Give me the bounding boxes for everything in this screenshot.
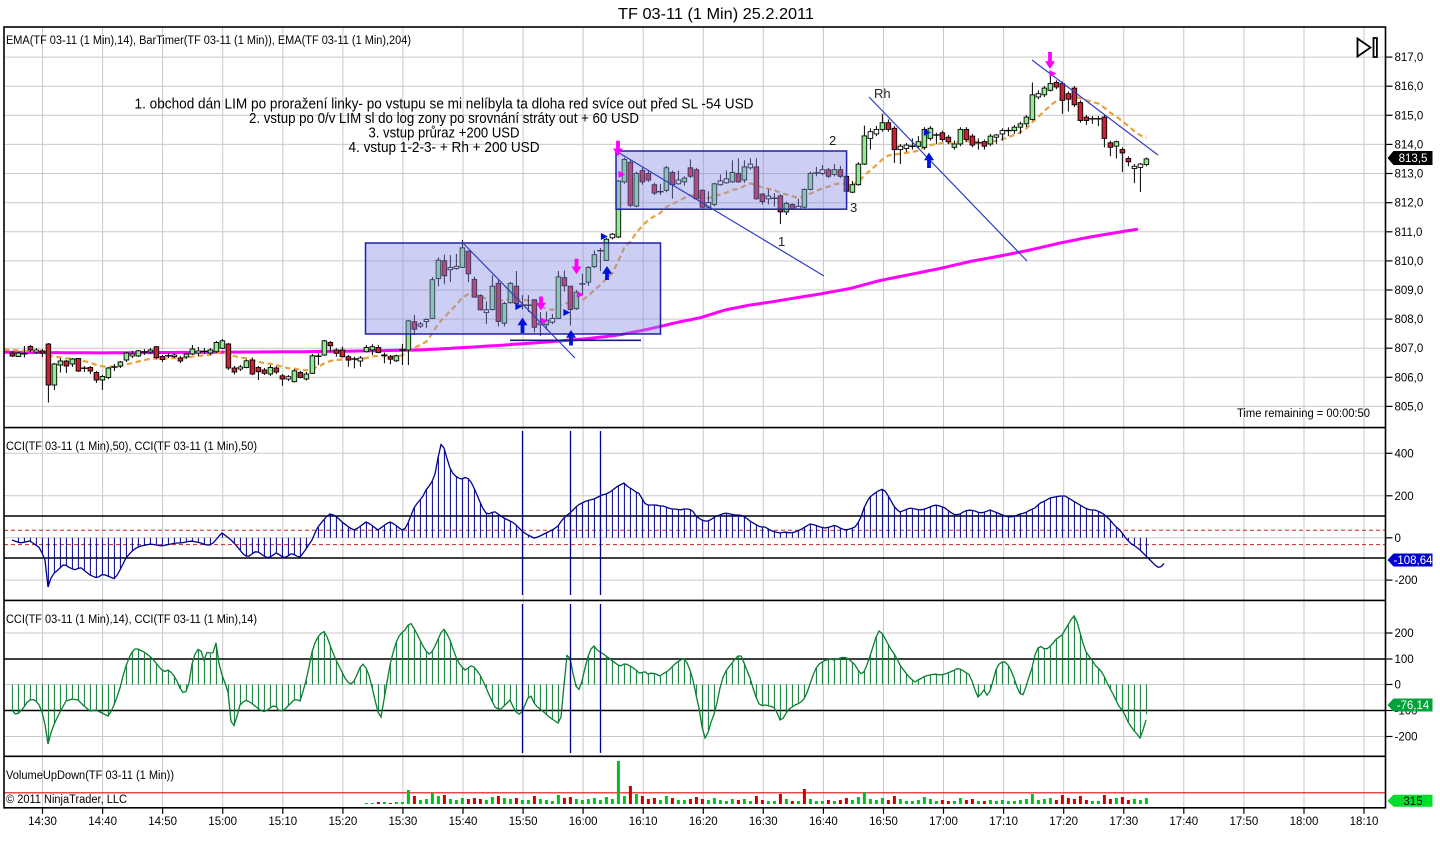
svg-text:807,0: 807,0	[1395, 343, 1424, 355]
svg-text:315: 315	[1403, 796, 1422, 808]
svg-text:814,0: 814,0	[1395, 139, 1424, 151]
svg-text:810,0: 810,0	[1395, 256, 1424, 268]
svg-text:816,0: 816,0	[1395, 81, 1424, 93]
svg-text:813,5: 813,5	[1399, 153, 1428, 165]
svg-text:EMA(TF 03-11 (1 Min),14), BarT: EMA(TF 03-11 (1 Min),14), BarTimer(TF 03…	[6, 35, 411, 47]
svg-text:813,0: 813,0	[1395, 169, 1424, 181]
svg-text:14:40: 14:40	[88, 816, 117, 828]
svg-text:-200: -200	[1395, 732, 1418, 744]
svg-text:3: 3	[850, 200, 857, 215]
svg-text:Rh: Rh	[874, 86, 891, 101]
svg-text:2: 2	[829, 133, 836, 148]
svg-text:17:50: 17:50	[1230, 816, 1259, 828]
svg-text:200: 200	[1395, 491, 1414, 503]
svg-text:16:10: 16:10	[629, 816, 658, 828]
svg-text:15:40: 15:40	[449, 816, 478, 828]
svg-text:18:10: 18:10	[1350, 816, 1379, 828]
svg-text:15:50: 15:50	[509, 816, 538, 828]
svg-text:817,0: 817,0	[1395, 52, 1424, 64]
svg-text:805,0: 805,0	[1395, 401, 1424, 413]
svg-text:3. vstup průraz +200 USD: 3. vstup průraz +200 USD	[369, 125, 520, 142]
svg-text:811,0: 811,0	[1395, 227, 1423, 239]
svg-text:18:00: 18:00	[1290, 816, 1319, 828]
svg-text:-76,14: -76,14	[1397, 700, 1430, 712]
svg-text:808,0: 808,0	[1395, 314, 1424, 326]
svg-text:200: 200	[1395, 628, 1414, 640]
svg-text:1. obchod dán LIM po proražen: 1. obchod dán LIM po proražení linky- po…	[135, 96, 754, 113]
svg-text:16:50: 16:50	[869, 816, 898, 828]
svg-text:© 2011 NinjaTrader, LLC: © 2011 NinjaTrader, LLC	[6, 794, 127, 806]
svg-text:CCI(TF 03-11 (1 Min),14), CCI(: CCI(TF 03-11 (1 Min),14), CCI(TF 03-11 (…	[6, 614, 257, 626]
svg-text:17:00: 17:00	[929, 816, 958, 828]
svg-text:15:20: 15:20	[329, 816, 358, 828]
svg-text:15:30: 15:30	[389, 816, 418, 828]
svg-text:TF 03-11 (1 Min) 25.2.2011: TF 03-11 (1 Min) 25.2.2011	[618, 6, 814, 23]
svg-text:17:40: 17:40	[1169, 816, 1198, 828]
svg-text:17:10: 17:10	[989, 816, 1018, 828]
svg-text:815,0: 815,0	[1395, 110, 1424, 122]
svg-text:400: 400	[1395, 448, 1414, 460]
svg-text:-108,64: -108,64	[1393, 555, 1433, 567]
svg-text:14:30: 14:30	[28, 816, 57, 828]
svg-text:2. vstup po 0/v LIM sl do log: 2. vstup po 0/v LIM sl do log zony po sr…	[249, 110, 639, 127]
svg-text:16:20: 16:20	[689, 816, 718, 828]
svg-text:806,0: 806,0	[1395, 372, 1424, 384]
svg-text:15:00: 15:00	[208, 816, 237, 828]
svg-text:CCI(TF 03-11 (1 Min),50), CCI(: CCI(TF 03-11 (1 Min),50), CCI(TF 03-11 (…	[6, 441, 257, 453]
svg-text:16:30: 16:30	[749, 816, 778, 828]
svg-text:15:10: 15:10	[268, 816, 297, 828]
svg-text:812,0: 812,0	[1395, 198, 1424, 210]
svg-text:100: 100	[1395, 654, 1414, 666]
svg-text:14:50: 14:50	[148, 816, 177, 828]
svg-text:809,0: 809,0	[1395, 285, 1424, 297]
svg-text:17:30: 17:30	[1109, 816, 1138, 828]
svg-text:0: 0	[1395, 680, 1401, 692]
svg-text:16:40: 16:40	[809, 816, 838, 828]
svg-text:1: 1	[778, 234, 785, 249]
svg-text:-200: -200	[1395, 575, 1418, 587]
svg-text:16:00: 16:00	[569, 816, 598, 828]
svg-text:VolumeUpDown(TF 03-11 (1 Min)): VolumeUpDown(TF 03-11 (1 Min))	[6, 770, 174, 782]
svg-text:4. vstup 1-2-3- + Rh + 200 US: 4. vstup 1-2-3- + Rh + 200 USD	[349, 139, 540, 156]
svg-text:17:20: 17:20	[1049, 816, 1078, 828]
svg-text:Time remaining = 00:00:50: Time remaining = 00:00:50	[1237, 408, 1370, 420]
svg-text:0: 0	[1395, 533, 1401, 545]
